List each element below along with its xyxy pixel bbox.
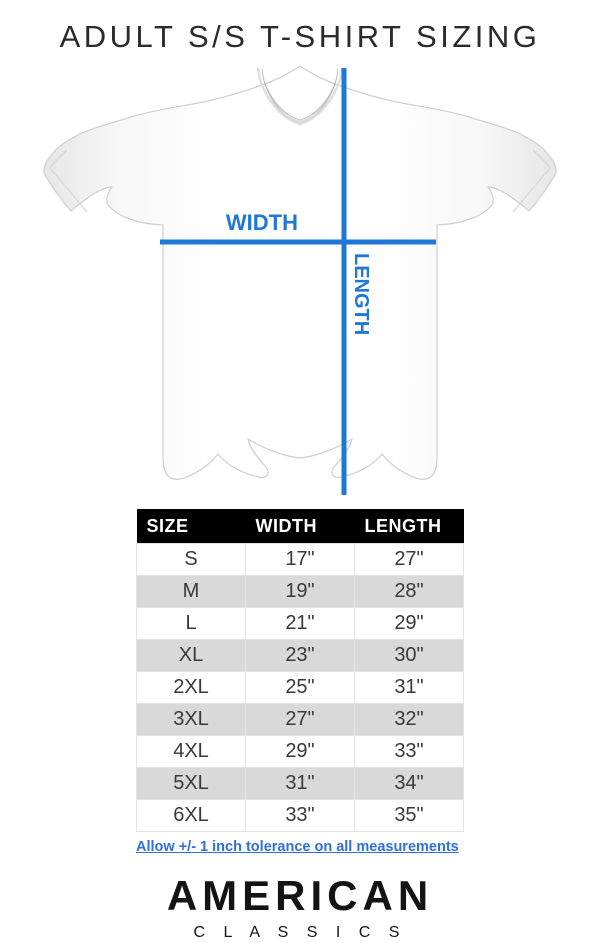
svg-text:WIDTH: WIDTH [226, 210, 298, 235]
svg-text:LENGTH: LENGTH [350, 253, 372, 335]
